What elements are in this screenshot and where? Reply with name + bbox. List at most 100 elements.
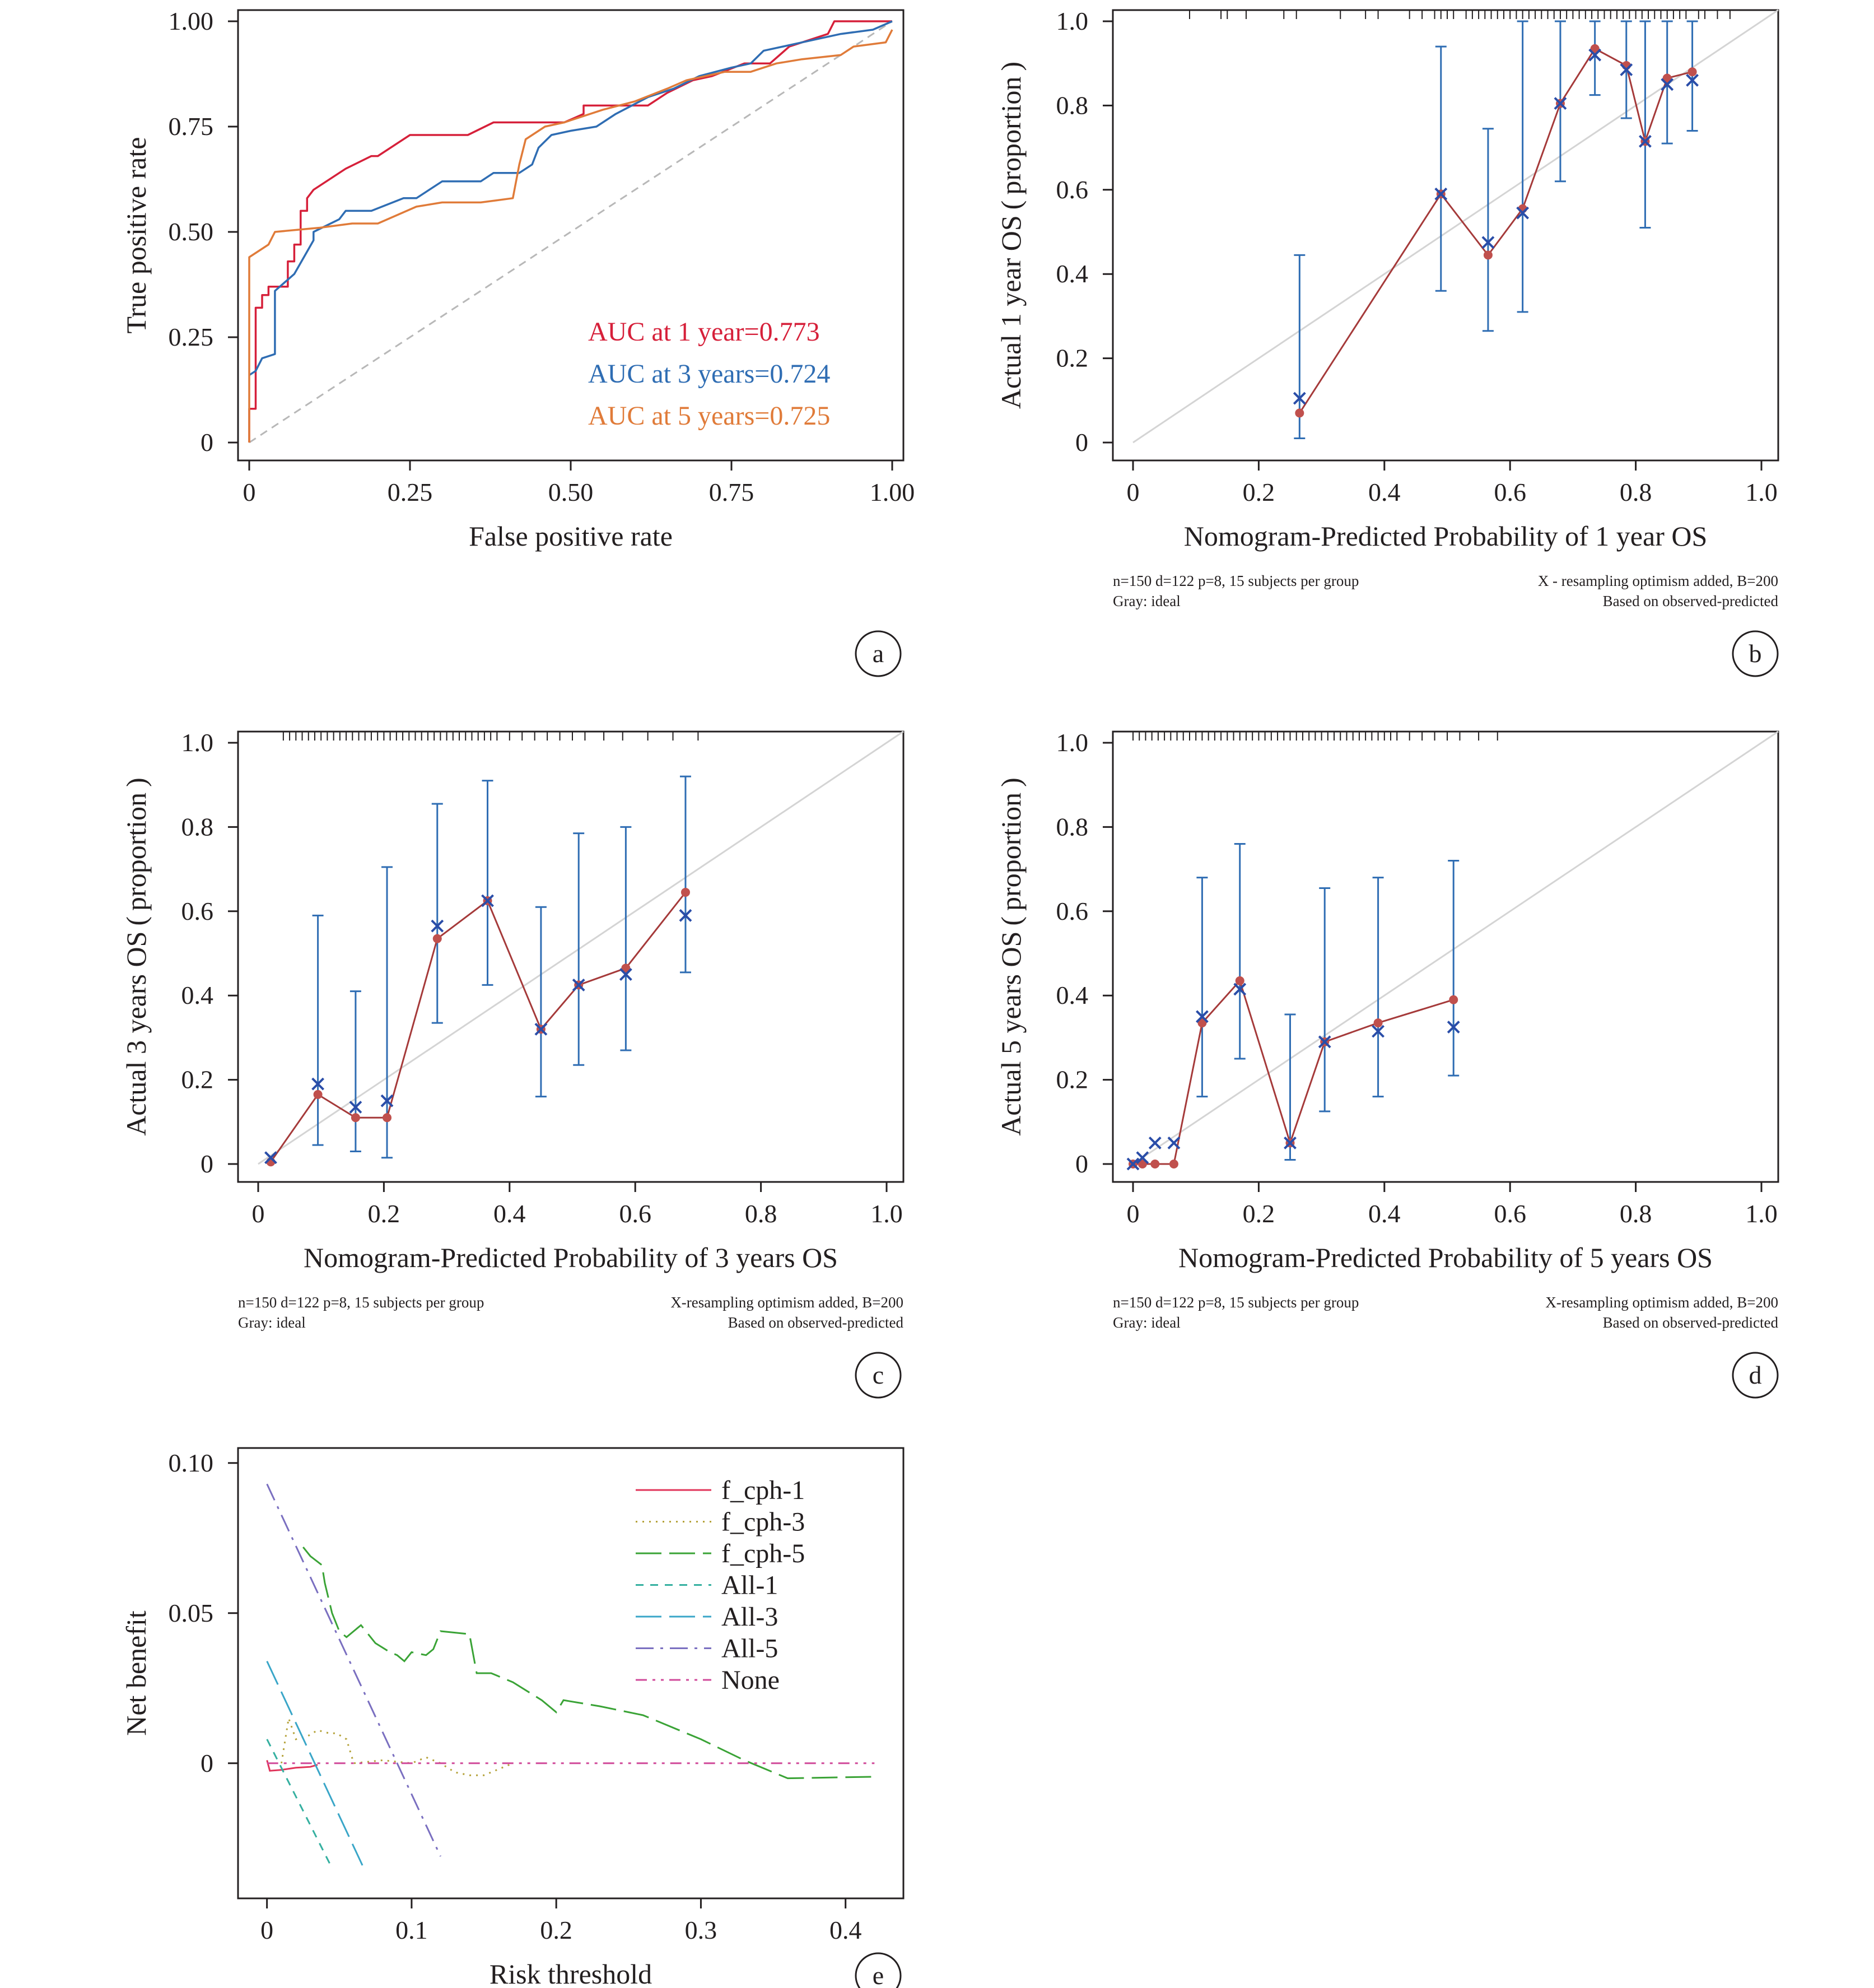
plot-frame — [237, 1447, 905, 1899]
panel-letter: a — [873, 639, 884, 668]
observed-point — [1590, 44, 1600, 53]
corrected-x-mark — [1554, 97, 1567, 110]
y-tick-label: 0.4 — [1056, 259, 1089, 288]
y-tick-label: 0 — [201, 1149, 213, 1178]
x-tick-label: 0.2 — [368, 1199, 400, 1228]
x-tick-label: 0.1 — [395, 1916, 428, 1944]
footnote-left: n=150 d=122 p=8, 15 subjects per group — [238, 1294, 484, 1311]
x-tick-label: 0 — [1127, 1199, 1140, 1228]
ideal-line — [258, 730, 904, 1165]
corrected-x-mark — [1136, 1151, 1149, 1165]
observed-point — [1138, 1160, 1147, 1168]
observed-point — [313, 1090, 323, 1099]
y-tick-label: 0.8 — [1056, 812, 1089, 841]
observed-line — [1133, 979, 1454, 1165]
observed-point — [432, 934, 442, 943]
legend-label: All-5 — [721, 1634, 778, 1664]
corrected-x-mark — [1372, 1025, 1384, 1038]
corrected-x-mark — [1318, 1035, 1331, 1049]
footnote-right: X-resampling optimism added, B=200 — [1545, 1294, 1778, 1311]
panel-letter-circle — [1732, 1352, 1779, 1399]
corrected-x-mark — [380, 1094, 394, 1107]
panel-letter-circle — [855, 630, 902, 677]
ideal-line — [1132, 730, 1779, 1165]
y-axis-title: Actual 5 years OS ( proportion ) — [995, 777, 1027, 1136]
y-tick-label: 0 — [1075, 428, 1088, 457]
corrected-x-mark — [572, 978, 585, 991]
corrected-x-mark — [1661, 78, 1674, 91]
x-tick-label: 0.6 — [619, 1199, 651, 1228]
y-tick-label: 0.6 — [1056, 175, 1089, 204]
y-tick-label: 0.2 — [181, 1065, 214, 1094]
x-tick-label: 0.25 — [388, 478, 433, 506]
corrected-x-mark — [431, 919, 444, 933]
legend-label: All-3 — [721, 1602, 778, 1632]
observed-point — [1150, 1160, 1160, 1168]
footnote-left: n=150 d=122 p=8, 15 subjects per group — [1113, 572, 1359, 589]
x-tick-label: 0.4 — [1368, 478, 1401, 506]
x-tick-label: 0.2 — [1243, 478, 1275, 506]
observed-point — [383, 1113, 392, 1123]
x-tick-label: 0 — [243, 478, 256, 506]
plot-frame — [237, 730, 905, 1183]
y-axis-title: Actual 1 year OS ( proportion ) — [995, 62, 1027, 409]
corrected-x-mark — [1434, 187, 1448, 201]
y-axis-title: Net benefit — [120, 1610, 152, 1736]
corrected-x-mark — [1588, 48, 1602, 62]
dca-series-line-f_cph-1 — [266, 1760, 318, 1772]
x-tick-label: 0.2 — [1243, 1199, 1275, 1228]
footnote-right: Based on observed-predicted — [1603, 593, 1779, 609]
y-tick-label: 0.6 — [181, 897, 214, 925]
y-tick-label: 1.00 — [169, 7, 214, 35]
x-tick-label: 0.6 — [1494, 478, 1526, 506]
x-axis-title: Nomogram-Predicted Probability of 5 year… — [1178, 1242, 1713, 1273]
panel-letter: d — [1749, 1361, 1762, 1389]
y-tick-label: 0 — [201, 428, 213, 457]
corrected-x-mark — [349, 1101, 362, 1114]
y-axis-title: True positive rate — [120, 137, 152, 334]
corrected-x-mark — [1639, 134, 1652, 148]
x-tick-label: 1.0 — [1745, 1199, 1778, 1228]
x-tick-label: 1.0 — [1745, 478, 1778, 506]
x-axis-title: Risk threshold — [490, 1958, 652, 1988]
dca-series-line-All-5 — [266, 1483, 441, 1857]
dca-series-line-f_cph-5 — [302, 1546, 875, 1780]
observed-point — [1235, 976, 1244, 985]
corrected-x-mark — [1196, 1010, 1209, 1023]
corrected-x-mark — [534, 1022, 548, 1036]
x-tick-label: 0.8 — [1620, 1199, 1652, 1228]
y-axis-title: Actual 3 years OS ( proportion ) — [120, 777, 152, 1136]
y-tick-label: 0.10 — [169, 1449, 214, 1477]
observed-line — [270, 892, 687, 1163]
x-tick-label: 0 — [260, 1916, 273, 1944]
y-tick-label: 0.6 — [1056, 897, 1089, 925]
y-tick-label: 1.0 — [1056, 728, 1089, 757]
x-tick-label: 0.4 — [829, 1916, 862, 1944]
footnote-right: Based on observed-predicted — [728, 1314, 904, 1331]
observed-point — [1197, 1018, 1207, 1028]
x-tick-label: 1.0 — [870, 1199, 903, 1228]
x-axis-title: Nomogram-Predicted Probability of 3 year… — [304, 1242, 838, 1273]
y-tick-label: 1.0 — [181, 728, 214, 757]
x-tick-label: 1.00 — [870, 478, 915, 506]
plot-frame — [1112, 730, 1779, 1183]
legend-label: None — [721, 1665, 780, 1695]
panel-letter: e — [873, 1961, 884, 1988]
panel-c-calibration-3-years: 0 0.2 0.4 0.6 0.8 1.0 0 0.2 0.4 0.6 0.8 1.0 Nomogram… — [120, 728, 905, 1399]
y-tick-label: 0.2 — [1056, 1065, 1089, 1094]
footnote-left: Gray: ideal — [1113, 593, 1181, 609]
corrected-x-mark — [1167, 1136, 1181, 1149]
corrected-x-mark — [1284, 1136, 1297, 1149]
panel-letter: b — [1749, 639, 1762, 668]
panel-letter-circle — [1732, 630, 1779, 677]
roc-series-line-1 — [248, 20, 892, 443]
corrected-x-mark — [1620, 63, 1633, 76]
corrected-x-mark — [1447, 1021, 1460, 1034]
panel-letter: c — [873, 1361, 884, 1389]
y-tick-label: 0.2 — [1056, 344, 1089, 373]
reference-diagonal — [249, 20, 893, 444]
x-axis-title: False positive rate — [469, 520, 673, 552]
x-tick-label: 0.50 — [548, 478, 594, 506]
plot-frame — [1112, 9, 1779, 462]
dca-series-line-All-3 — [266, 1660, 363, 1866]
